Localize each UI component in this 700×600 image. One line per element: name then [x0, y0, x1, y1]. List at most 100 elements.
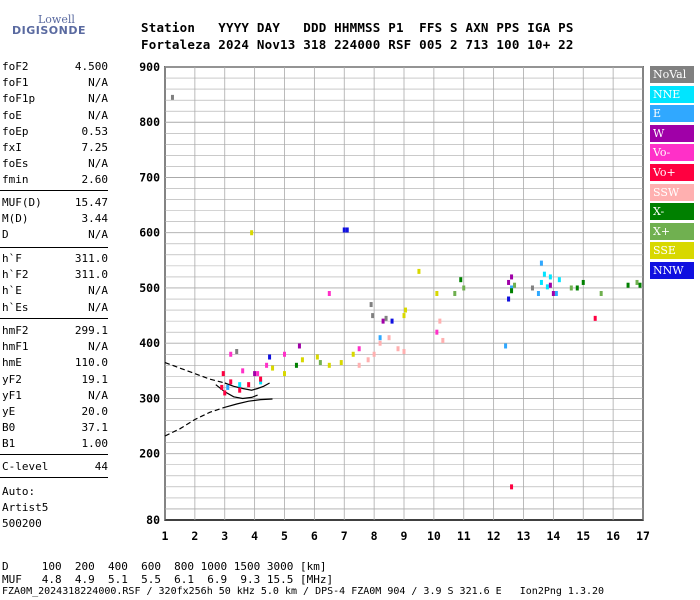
- y-tick-label: 300: [139, 391, 160, 405]
- echo-point: [271, 365, 275, 371]
- param-name: foF2: [2, 60, 29, 73]
- echo-point: [507, 296, 511, 302]
- param-row: yF1 N/A: [2, 389, 108, 405]
- param-value: 44: [94, 460, 108, 473]
- echo-point: [539, 260, 543, 266]
- header-values: Fortaleza 2024 Nov13 318 224000 RSF 005 …: [141, 37, 574, 52]
- echo-point: [229, 351, 233, 357]
- echo-point: [539, 279, 543, 285]
- param-value: 110.0: [74, 356, 108, 370]
- param-name: foF1p: [2, 92, 36, 106]
- echo-point: [402, 349, 406, 355]
- x-tick-label: 11: [457, 529, 471, 543]
- footer-file-info: FZA0M_2024318224000.RSF / 320fx256h 50 k…: [2, 586, 605, 597]
- param-value: 311.0: [74, 252, 108, 265]
- legend-item: Vo-: [650, 144, 694, 162]
- x-tick-label: 10: [427, 529, 441, 543]
- profile-curve: [164, 406, 225, 437]
- echo-point: [259, 379, 263, 385]
- param-row: yE 20.0: [2, 405, 108, 421]
- ionogram-chart: 1 2 3 4 5 6 7 8 9 10 11 12 13 14 15 16 17802003004005006…: [139, 60, 650, 543]
- echo-point: [507, 279, 511, 285]
- param-name: C-level: [2, 460, 49, 473]
- param-row: C-level 44: [2, 460, 108, 476]
- param-name: yF2: [2, 372, 22, 386]
- param-name: h`F: [2, 252, 22, 265]
- echo-point: [384, 315, 388, 321]
- x-tick-label: 3: [221, 529, 228, 543]
- echo-point: [441, 337, 445, 343]
- legend-item: E: [650, 105, 694, 123]
- echo-point: [581, 279, 585, 285]
- echo-point: [453, 291, 457, 296]
- echo-point: [259, 376, 263, 382]
- legend-item: NoVal: [650, 66, 694, 83]
- param-value: 0.53: [81, 124, 109, 138]
- legend-item: W: [650, 124, 694, 142]
- echo-point: [253, 371, 257, 377]
- param-row: foEs N/A: [2, 157, 108, 173]
- param-row: B0 37.1: [2, 421, 108, 437]
- param-row: h`F2 311.0: [2, 268, 108, 284]
- x-tick-label: 8: [371, 529, 378, 543]
- param-name: h`E: [2, 284, 22, 298]
- echo-point: [351, 351, 355, 357]
- param-row: MUF(D) 15.47: [2, 196, 108, 212]
- panel-divider: [0, 454, 108, 455]
- param-value: 7.25: [81, 141, 109, 154]
- legend-item: SSW: [650, 183, 694, 201]
- y-tick-label: 700: [139, 170, 160, 184]
- echo-point: [626, 282, 630, 288]
- echo-point: [241, 368, 245, 374]
- param-row: hmE 110.0: [2, 356, 108, 372]
- echo-point: [510, 484, 514, 490]
- param-name: foF1: [2, 76, 29, 90]
- param-value: 4.500: [74, 60, 108, 73]
- echo-point: [238, 382, 242, 388]
- echo-point: [575, 285, 579, 291]
- x-tick-label: 16: [606, 529, 620, 543]
- profile-curve: [224, 382, 270, 391]
- panel-divider: [0, 247, 108, 248]
- echo-point: [510, 285, 514, 291]
- echo-point: [599, 291, 603, 296]
- echo-point: [357, 362, 361, 368]
- echo-point: [435, 329, 439, 335]
- param-value: N/A: [88, 284, 108, 298]
- param-name: yF1: [2, 388, 22, 402]
- legend-item: Vo+: [650, 164, 694, 181]
- panel-divider: [0, 318, 108, 319]
- x-tick-label: 9: [401, 529, 408, 543]
- echo-point: [256, 371, 260, 377]
- echo-point: [569, 285, 573, 291]
- x-tick-label: 15: [576, 529, 590, 543]
- echo-point: [371, 313, 375, 319]
- param-name: foE: [2, 108, 22, 122]
- legend-item: NNW: [650, 262, 694, 279]
- echo-point: [381, 318, 385, 324]
- param-row: foE N/A: [2, 109, 108, 125]
- echo-point: [551, 291, 555, 296]
- param-row: M(D) 3.44: [2, 212, 108, 228]
- param-value: N/A: [88, 108, 108, 122]
- echo-point: [238, 387, 242, 393]
- param-row: foF1p N/A: [2, 92, 108, 108]
- x-tick-label: 2: [191, 529, 198, 543]
- param-name: fmin: [2, 173, 29, 187]
- echo-point: [283, 351, 286, 357]
- footer-distance-row: D 100 200 400 600 800 1000 1500 3000 [km…: [2, 560, 327, 573]
- legend-item: SSE: [650, 242, 694, 260]
- param-value: 15.47: [74, 196, 108, 209]
- panel-divider: [0, 190, 108, 191]
- echo-point: [366, 357, 370, 363]
- echo-point: [265, 362, 269, 368]
- x-tick-label: 17: [636, 529, 650, 543]
- echo-point: [345, 227, 349, 233]
- param-name: D: [2, 228, 9, 242]
- param-row: h`F 311.0: [2, 252, 108, 268]
- echo-point: [638, 282, 642, 288]
- param-name: B1: [2, 437, 16, 451]
- param-name: hmF2: [2, 324, 29, 337]
- param-value: 311.0: [74, 268, 108, 282]
- echo-point: [223, 390, 227, 396]
